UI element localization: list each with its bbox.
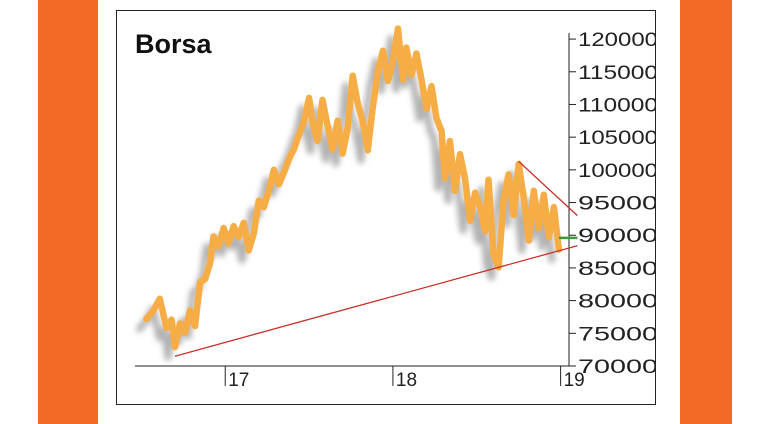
y-tick-label: 100000 (578, 161, 655, 182)
x-tick-label: 19 (564, 370, 585, 391)
x-tick-label: 18 (396, 370, 417, 391)
y-tick-label: 70000 (578, 357, 655, 378)
series-line (143, 25, 563, 351)
chart-svg: Borsa 120000 115000 110000 105000 100000 9500… (135, 25, 655, 391)
left-orange-band (38, 0, 98, 424)
y-tick-label: 75000 (578, 324, 655, 345)
resistance-trend-line (518, 160, 578, 217)
y-tick-label: 90000 (578, 226, 655, 247)
y-tick-label: 115000 (578, 63, 655, 84)
chart-panel: Borsa 120000 115000 110000 105000 100000 9500… (116, 10, 656, 405)
y-tick-label: 85000 (578, 259, 655, 280)
right-orange-band (680, 0, 732, 424)
support-trend-line (174, 245, 578, 357)
y-tick-label: 120000 (578, 30, 655, 51)
y-tick-label: 95000 (578, 194, 655, 215)
y-tick-label: 105000 (578, 128, 655, 149)
y-tick-label: 80000 (578, 292, 655, 313)
y-tick-label: 110000 (578, 95, 655, 116)
x-tick-label: 17 (228, 370, 249, 391)
chart-title: Borsa (135, 29, 213, 59)
